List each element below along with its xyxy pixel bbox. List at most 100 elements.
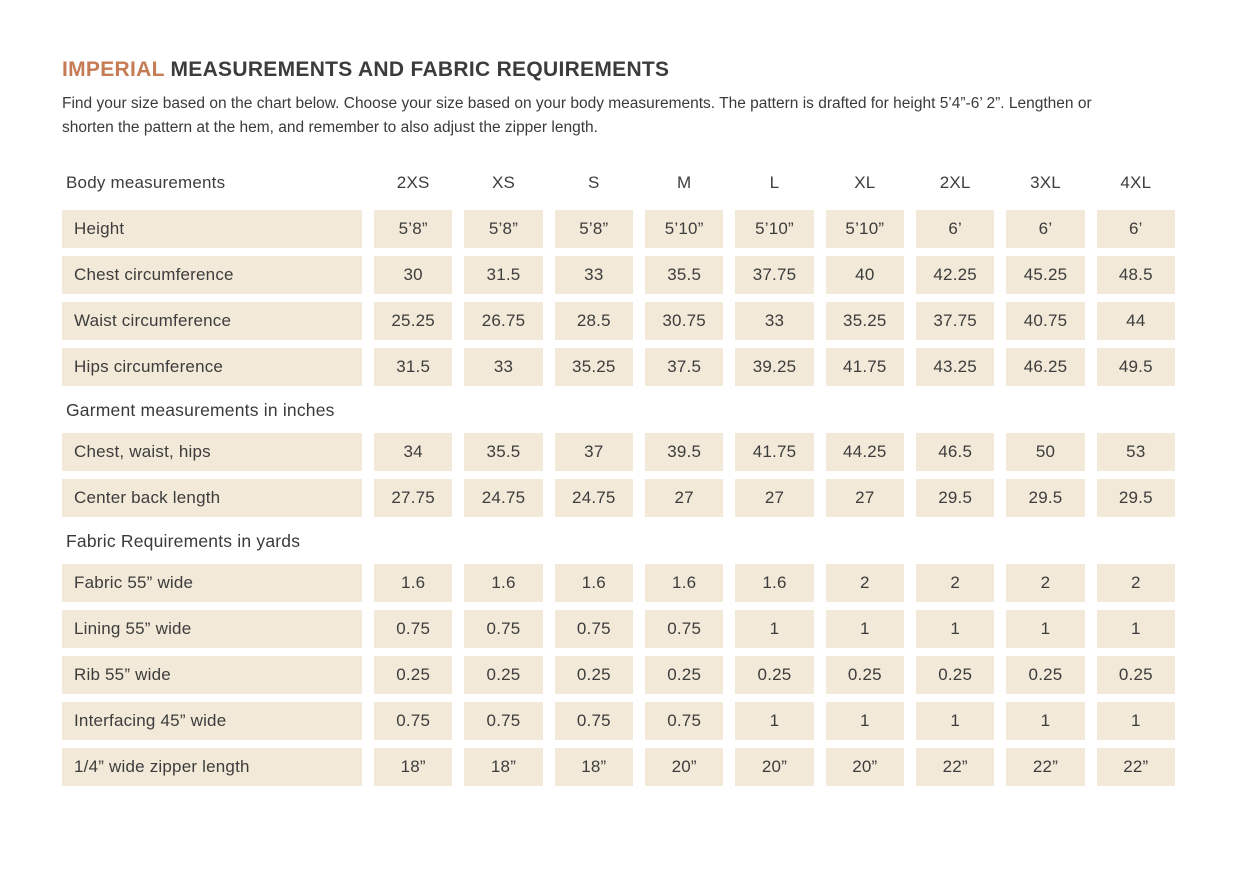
- table-row: Height 5’8” 5’8” 5’8” 5’10” 5’10” 5’10” 6’ 6’ 6’: [62, 210, 1175, 248]
- value-cell: 0.25: [374, 656, 453, 694]
- value-cell: 1: [1006, 702, 1085, 740]
- value-cell: 2: [916, 564, 995, 602]
- title-rest: MEASUREMENTS AND FABRIC REQUIREMENTS: [164, 58, 670, 81]
- value-cell: 37.5: [645, 348, 724, 386]
- value-cell: 0.75: [645, 702, 724, 740]
- value-cell: 6’: [916, 210, 995, 248]
- section-heading: Fabric Requirements in yards: [66, 531, 301, 551]
- column-header-size-m: M: [676, 173, 692, 192]
- value-cell: 0.25: [916, 656, 995, 694]
- row-label: Hips circumference: [62, 348, 362, 386]
- intro-text: Find your size based on the chart below.…: [62, 95, 1092, 136]
- value-cell: 1: [825, 610, 904, 648]
- value-cell: 18”: [374, 748, 453, 786]
- value-cell: 1: [735, 610, 814, 648]
- table-row: Interfacing 45” wide 0.75 0.75 0.75 0.75 1 1 1 1…: [62, 702, 1175, 740]
- table-row: Chest, waist, hips 34 35.5 37 39.5 41.75 44.25…: [62, 433, 1175, 471]
- value-cell: 49.5: [1096, 348, 1175, 386]
- column-header-size-xs: XS: [491, 173, 516, 192]
- value-cell: 43.25: [916, 348, 995, 386]
- row-label: Chest circumference: [62, 256, 362, 294]
- value-cell: 29.5: [1096, 479, 1175, 517]
- row-label: Height: [62, 210, 362, 248]
- column-header-size-4xl: 4XL: [1120, 173, 1152, 192]
- value-cell: 1.6: [735, 564, 814, 602]
- value-cell: 6’: [1006, 210, 1085, 248]
- title-accent-word: IMPERIAL: [62, 58, 165, 81]
- table-row: Lining 55” wide 0.75 0.75 0.75 0.75 1 1 1 1 1: [62, 610, 1175, 648]
- value-cell: 0.75: [554, 702, 633, 740]
- value-cell: 33: [735, 302, 814, 340]
- column-header-size-2xl: 2XL: [939, 173, 971, 192]
- section-heading: Garment measurements in inches: [66, 400, 335, 420]
- value-cell: 27: [735, 479, 814, 517]
- value-cell: 39.5: [645, 433, 724, 471]
- value-cell: 0.75: [374, 702, 453, 740]
- value-cell: 24.75: [464, 479, 543, 517]
- value-cell: 20”: [825, 748, 904, 786]
- row-label: Lining 55” wide: [62, 610, 362, 648]
- value-cell: 2: [1096, 564, 1175, 602]
- value-cell: 1: [735, 702, 814, 740]
- value-cell: 0.25: [1096, 656, 1175, 694]
- value-cell: 5’10”: [645, 210, 724, 248]
- value-cell: 20”: [735, 748, 814, 786]
- row-label: Center back length: [62, 479, 362, 517]
- value-cell: 29.5: [1006, 479, 1085, 517]
- table-row: Waist circumference 25.25 26.75 28.5 30.75 33…: [62, 302, 1175, 340]
- value-cell: 44: [1096, 302, 1175, 340]
- value-cell: 29.5: [916, 479, 995, 517]
- table-row: Chest circumference 30 31.5 33 35.5 37.75 40 42…: [62, 256, 1175, 294]
- value-cell: 0.75: [374, 610, 453, 648]
- value-cell: 37.75: [735, 256, 814, 294]
- value-cell: 5’8”: [554, 210, 633, 248]
- value-cell: 31.5: [464, 256, 543, 294]
- table-row: Center back length 27.75 24.75 24.75 27 27 27 2…: [62, 479, 1175, 517]
- table-row: Rib 55” wide 0.25 0.25 0.25 0.25 0.25 0.25 0.25…: [62, 656, 1175, 694]
- value-cell: 33: [554, 256, 633, 294]
- value-cell: 25.25: [374, 302, 453, 340]
- value-cell: 37: [554, 433, 633, 471]
- value-cell: 39.25: [735, 348, 814, 386]
- value-cell: 48.5: [1096, 256, 1175, 294]
- value-cell: 50: [1006, 433, 1085, 471]
- value-cell: 5’10”: [735, 210, 814, 248]
- value-cell: 1: [1096, 702, 1175, 740]
- value-cell: 22”: [1006, 748, 1085, 786]
- value-cell: 0.75: [554, 610, 633, 648]
- table-row: 1/4” wide zipper length 18” 18” 18” 20” 20” 20…: [62, 748, 1175, 786]
- table-row: Fabric 55” wide 1.6 1.6 1.6 1.6 1.6 2 2 2 2: [62, 564, 1175, 602]
- value-cell: 46.25: [1006, 348, 1085, 386]
- row-label: Rib 55” wide: [62, 656, 362, 694]
- value-cell: 35.5: [645, 256, 724, 294]
- value-cell: 0.25: [645, 656, 724, 694]
- row-label: Interfacing 45” wide: [62, 702, 362, 740]
- column-header-size-2xs: 2XS: [396, 173, 430, 192]
- value-cell: 20”: [645, 748, 724, 786]
- value-cell: 33: [464, 348, 543, 386]
- value-cell: 0.75: [645, 610, 724, 648]
- value-cell: 46.5: [916, 433, 995, 471]
- row-label: Waist circumference: [62, 302, 362, 340]
- column-header-size-s: S: [588, 173, 600, 192]
- value-cell: 5’10”: [825, 210, 904, 248]
- value-cell: 22”: [1096, 748, 1175, 786]
- column-header-size-xl: XL: [854, 173, 876, 192]
- value-cell: 30: [374, 256, 453, 294]
- value-cell: 5’8”: [374, 210, 453, 248]
- value-cell: 35.25: [825, 302, 904, 340]
- value-cell: 37.75: [916, 302, 995, 340]
- value-cell: 18”: [464, 748, 543, 786]
- value-cell: 0.75: [464, 702, 543, 740]
- value-cell: 41.75: [825, 348, 904, 386]
- value-cell: 1: [916, 610, 995, 648]
- value-cell: 22”: [916, 748, 995, 786]
- row-label: 1/4” wide zipper length: [62, 748, 362, 786]
- value-cell: 40.75: [1006, 302, 1085, 340]
- value-cell: 26.75: [464, 302, 543, 340]
- value-cell: 40: [825, 256, 904, 294]
- value-cell: 1.6: [554, 564, 633, 602]
- size-table: Body measurements 2XS XS S M L XL 2XL 3XL 4XL Heig…: [62, 166, 1175, 786]
- value-cell: 1: [1006, 610, 1085, 648]
